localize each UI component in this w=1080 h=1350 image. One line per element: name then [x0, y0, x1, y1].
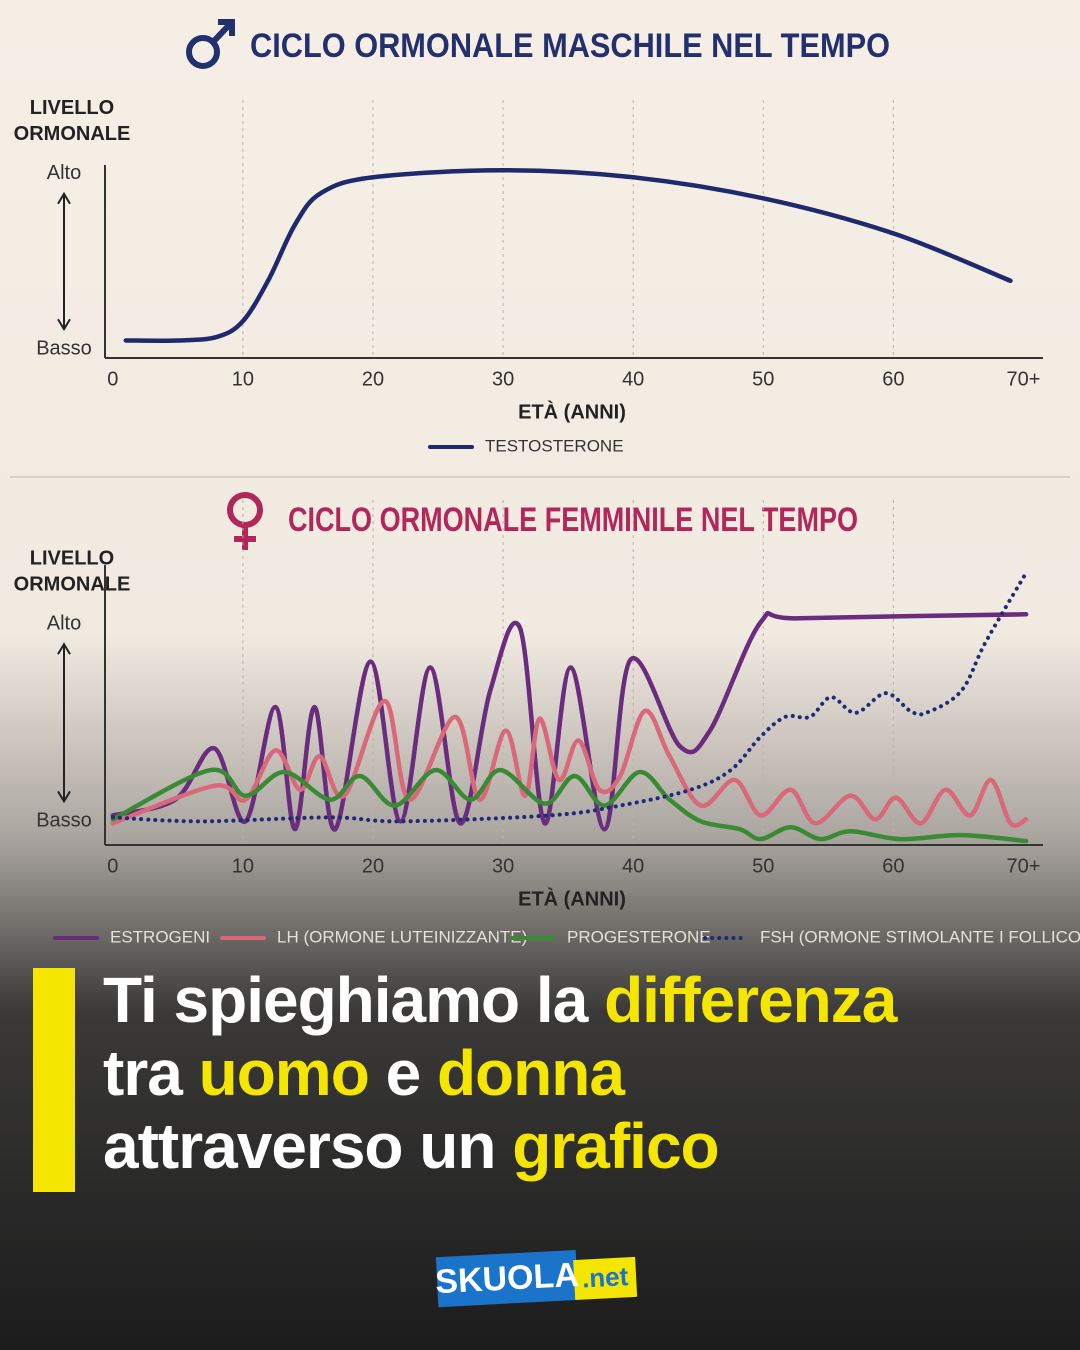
x-tick-label: 60 — [882, 368, 904, 390]
axis-arrow — [57, 642, 71, 804]
x-axis-label: ETÀ (ANNI) — [518, 400, 626, 423]
headline-line: tra uomo e donna — [103, 1037, 625, 1109]
headline-line: attraverso un grafico — [103, 1110, 719, 1182]
y-tick-label: Alto — [47, 612, 81, 634]
headline-highlight: donna — [437, 1037, 625, 1109]
y-tick-label: Basso — [36, 338, 92, 360]
headline-highlight: differenza — [604, 964, 898, 1036]
x-tick-label: 20 — [362, 368, 384, 390]
x-tick-label: 50 — [752, 855, 774, 877]
series-line — [123, 168, 1013, 343]
headline-highlight: grafico — [512, 1110, 718, 1182]
x-tick-label: 20 — [362, 855, 384, 877]
logo-box — [573, 1256, 638, 1301]
y-axis-label: LIVELLO — [30, 97, 114, 119]
x-tick-label: 70+ — [1007, 368, 1041, 390]
series-line — [110, 767, 1029, 844]
x-tick-label: 10 — [232, 855, 254, 877]
y-axis-label: ORMONALE — [14, 573, 131, 595]
x-tick-label: 30 — [492, 368, 514, 390]
x-tick-label: 40 — [622, 368, 644, 390]
headline-line: Ti spieghiamo la differenza — [103, 964, 898, 1036]
headline-text: attraverso un — [103, 1110, 512, 1182]
headline-text: Ti spieghiamo la — [103, 964, 604, 1036]
chart-title: CICLO ORMONALE MASCHILE NEL TEMPO — [250, 27, 890, 65]
logo-brand: SKUOLA — [434, 1256, 579, 1301]
x-tick-label: 0 — [107, 368, 118, 390]
headline-text: e — [369, 1037, 437, 1109]
legend-label: LH (ORMONE LUTEINIZZANTE) — [277, 927, 527, 946]
legend-label: ESTROGENI — [110, 927, 210, 946]
legend-label: TESTOSTERONE — [485, 436, 624, 455]
y-tick-label: Basso — [36, 810, 92, 832]
legend-label: PROGESTERONE — [567, 927, 711, 946]
x-axis-label: ETÀ (ANNI) — [518, 887, 626, 910]
legend-label: FSH (ORMONE STIMOLANTE I FOLLICOLI) — [760, 927, 1080, 946]
y-tick-label: Alto — [47, 162, 81, 184]
male-symbol — [186, 19, 235, 69]
x-tick-label: 30 — [492, 855, 514, 877]
series-line — [110, 610, 1029, 832]
x-tick-label: 40 — [622, 855, 644, 877]
series-line — [110, 570, 1029, 824]
y-axis-label: ORMONALE — [14, 123, 131, 145]
series-line — [110, 698, 1029, 828]
x-tick-label: 60 — [882, 855, 904, 877]
x-tick-label: 10 — [232, 368, 254, 390]
logo: SKUOLA .net — [434, 1249, 638, 1308]
x-tick-label: 0 — [107, 855, 118, 877]
female-symbol — [227, 492, 263, 550]
accent-bar — [33, 968, 75, 1192]
chart-title: CICLO ORMONALE FEMMINILE NEL TEMPO — [288, 501, 858, 539]
x-tick-label: 50 — [752, 368, 774, 390]
logo-suffix: .net — [581, 1261, 629, 1293]
logo-box — [435, 1249, 579, 1308]
y-axis-label: LIVELLO — [30, 547, 114, 569]
headline-highlight: uomo — [199, 1037, 369, 1109]
headline-text: tra — [103, 1037, 199, 1109]
axis-arrow — [57, 191, 71, 332]
x-tick-label: 70+ — [1007, 855, 1041, 877]
